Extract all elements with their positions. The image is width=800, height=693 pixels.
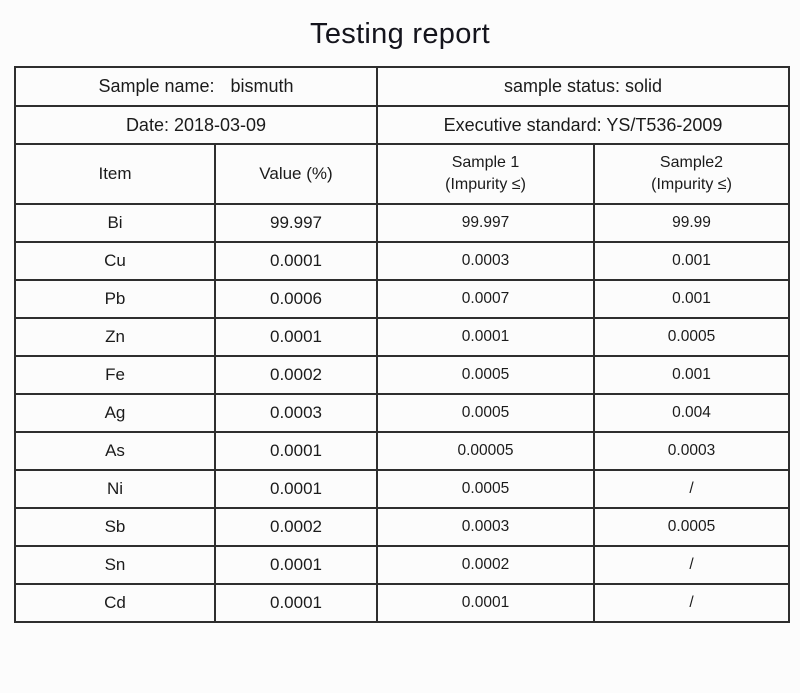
sample2-cell: 0.001 [592,355,791,395]
sample1-cell: 0.0007 [376,279,595,319]
sample-name-value: bismuth [230,76,294,96]
sample2-cell: 0.0005 [592,317,791,357]
sample-status-cell: sample status: solid [375,66,791,107]
sample1-cell: 0.0002 [376,545,595,585]
value-cell: 0.0001 [214,317,378,357]
sample2-cell: 0.001 [592,279,791,319]
value-cell: 0.0001 [214,583,378,623]
sample1-cell: 0.0001 [376,583,595,623]
col-header-sample2: Sample2 (Impurity ≤) [592,143,791,205]
table-row: Zn 0.0001 0.0001 0.0005 [14,317,791,357]
value-cell: 0.0001 [214,469,378,509]
value-cell: 0.0002 [214,507,378,547]
table-row: Cd 0.0001 0.0001 / [14,583,791,623]
item-cell: Zn [14,317,216,357]
sample1-cell: 0.0001 [376,317,595,357]
sample2-cell: 0.001 [592,241,791,281]
table-row: Sn 0.0001 0.0002 / [14,545,791,585]
value-cell: 0.0001 [214,431,378,471]
value-cell: 0.0003 [214,393,378,433]
info-row-2: Date: 2018-03-09 Executive standard: YS/… [14,105,791,145]
item-cell: As [14,431,216,471]
table-row: Fe 0.0002 0.0005 0.001 [14,355,791,395]
sample2-cell: / [592,469,791,509]
item-cell: Fe [14,355,216,395]
executive-standard-cell: Executive standard: YS/T536-2009 [375,105,791,145]
sample1-cell: 0.0005 [376,393,595,433]
value-cell: 0.0006 [214,279,378,319]
table-row: Cu 0.0001 0.0003 0.001 [14,241,791,281]
item-cell: Pb [14,279,216,319]
table-row: As 0.0001 0.00005 0.0003 [14,431,791,471]
item-cell: Cu [14,241,216,281]
item-cell: Ag [14,393,216,433]
value-cell: 0.0001 [214,241,378,281]
sample1-cell: 0.0005 [376,469,595,509]
item-cell: Bi [14,203,216,243]
item-cell: Cd [14,583,216,623]
sample2-cell: / [592,545,791,585]
sample1-cell: 99.997 [376,203,595,243]
table-row: Ni 0.0001 0.0005 / [14,469,791,509]
sample-name-label: Sample name: [98,76,215,96]
sample1-cell: 0.0003 [376,507,595,547]
item-cell: Sn [14,545,216,585]
table-row: Pb 0.0006 0.0007 0.001 [14,279,791,319]
sample1-cell: 0.0003 [376,241,595,281]
sample2-cell: 99.99 [592,203,791,243]
sample2-cell: 0.0005 [592,507,791,547]
sample1-cell: 0.0005 [376,355,595,395]
col-header-value: Value (%) [214,143,378,205]
col-header-item: Item [14,143,216,205]
sample-name-cell: Sample name: bismuth [14,66,378,107]
page-title: Testing report [310,18,490,50]
sample1-cell: 0.00005 [376,431,595,471]
date-cell: Date: 2018-03-09 [14,105,378,145]
sample2-cell: / [592,583,791,623]
table-row: Sb 0.0002 0.0003 0.0005 [14,507,791,547]
item-cell: Sb [14,507,216,547]
item-cell: Ni [14,469,216,509]
sample2-cell: 0.0003 [592,431,791,471]
table-row: Bi 99.997 99.997 99.99 [14,203,791,243]
value-cell: 0.0002 [214,355,378,395]
value-cell: 0.0001 [214,545,378,585]
info-row-1: Sample name: bismuth sample status: solid [14,66,791,107]
value-cell: 99.997 [214,203,378,243]
column-header-row: Item Value (%) Sample 1 (Impurity ≤) Sam… [14,143,791,205]
sample2-cell: 0.004 [592,393,791,433]
report-table: Sample name: bismuth sample status: solid… [14,66,791,623]
col-header-sample1: Sample 1 (Impurity ≤) [376,143,595,205]
table-row: Ag 0.0003 0.0005 0.004 [14,393,791,433]
